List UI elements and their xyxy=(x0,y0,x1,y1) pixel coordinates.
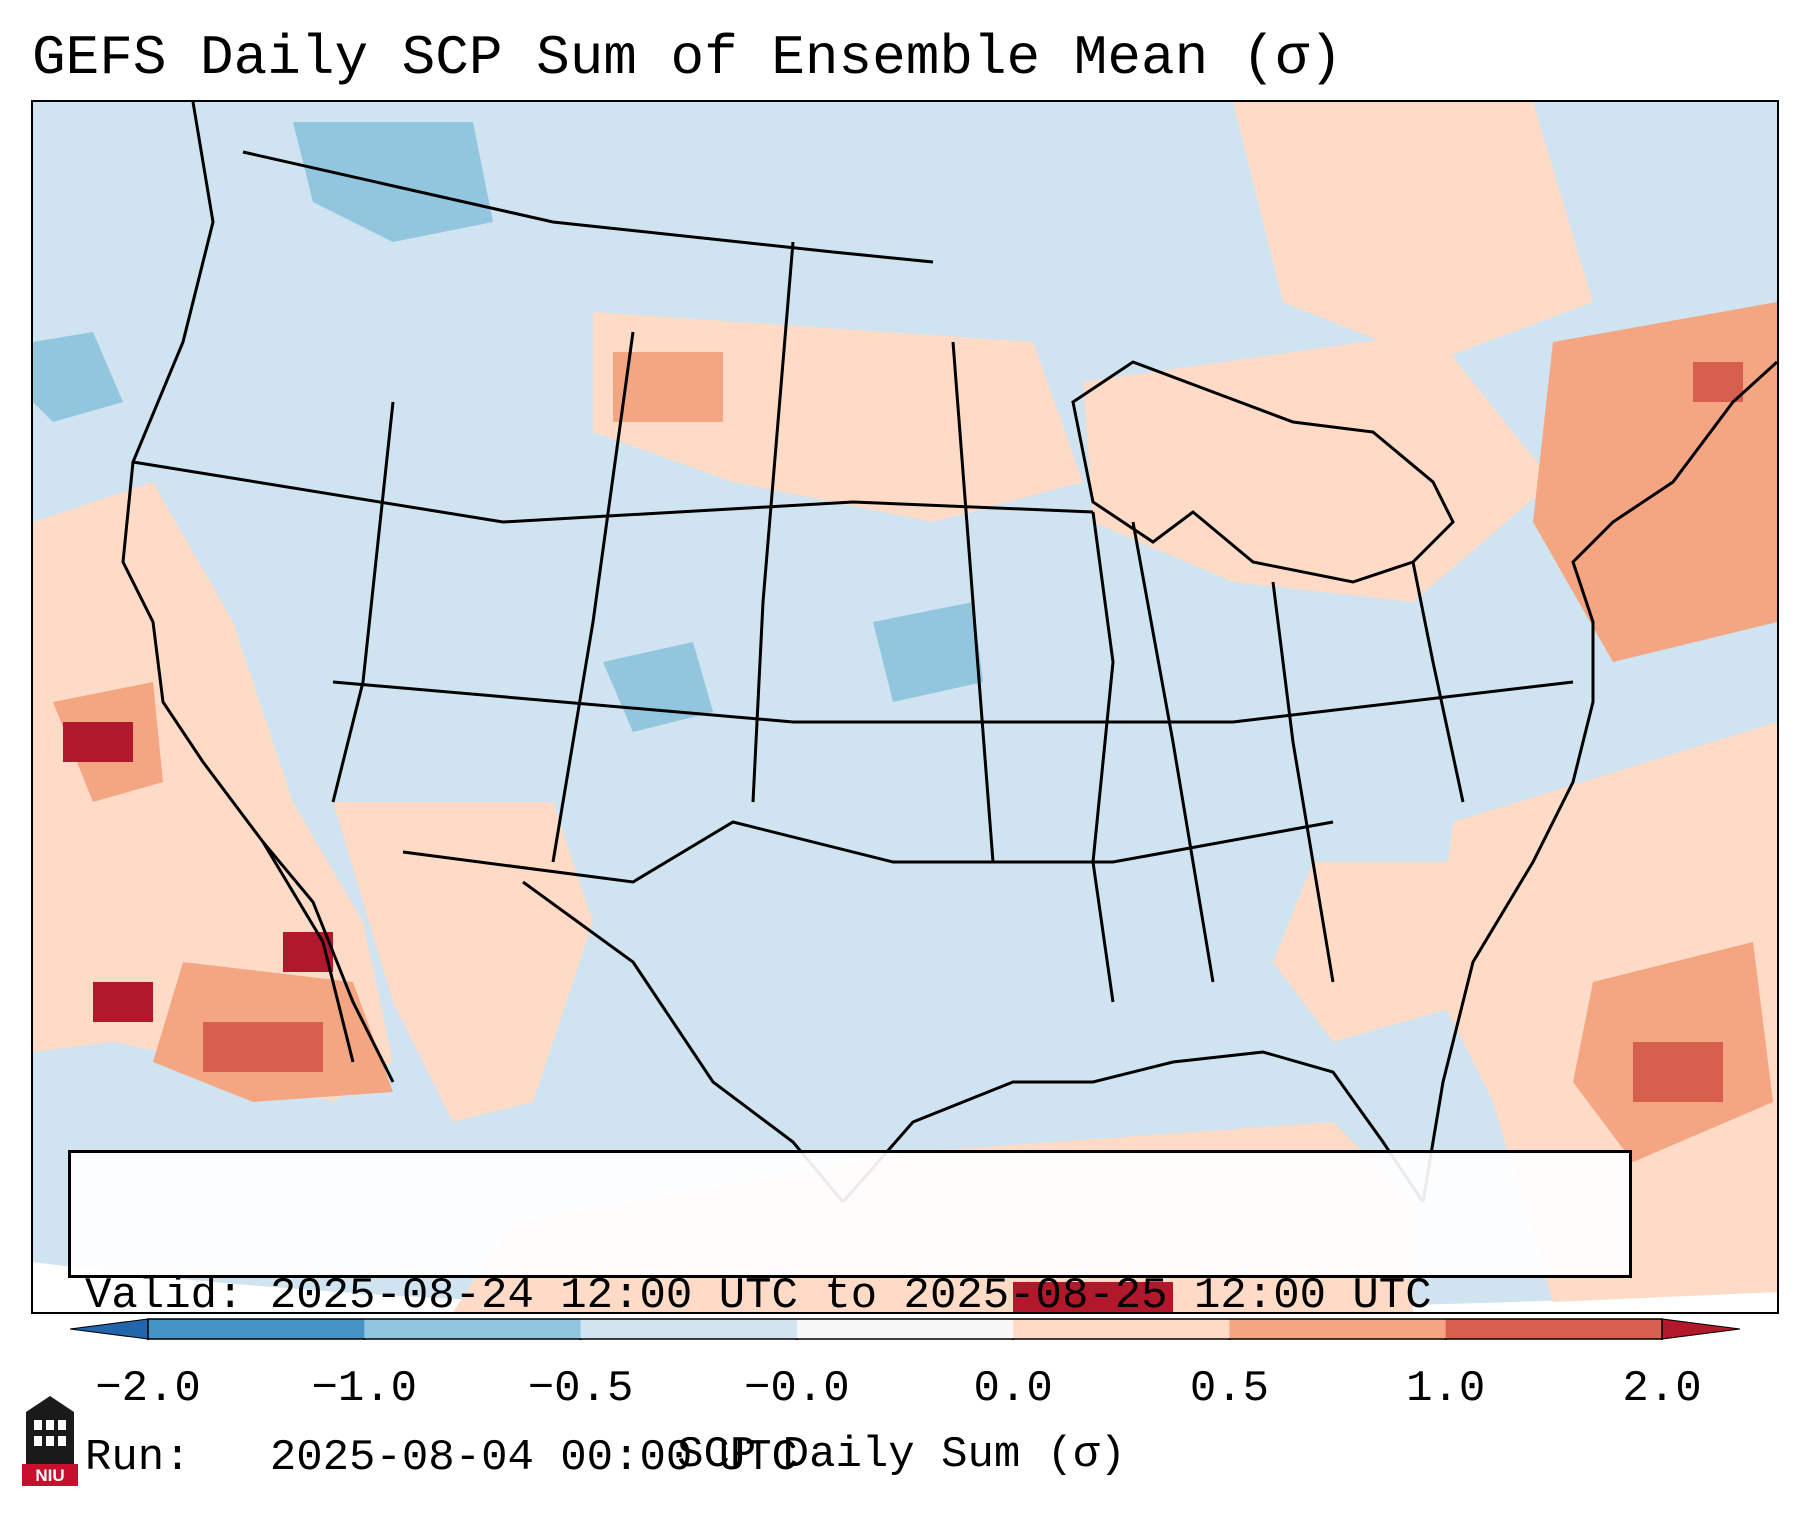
us-west-coast xyxy=(121,102,395,1083)
gulf-coast xyxy=(841,1050,1425,1203)
great-lakes-outline xyxy=(1071,360,1455,584)
state-line-1 xyxy=(132,460,1094,524)
northeast-max xyxy=(1693,362,1743,402)
pacific-nw-negative xyxy=(33,332,123,422)
colorado-negative xyxy=(603,642,713,732)
atlantic-max xyxy=(1633,1042,1723,1102)
colorbar-under-arrow xyxy=(70,1318,149,1340)
colorbar-label: SCP Daily Sum (σ) xyxy=(677,1430,1126,1480)
state-line-8 xyxy=(1131,521,1215,983)
colorbar-bin xyxy=(1445,1319,1663,1339)
state-line-2 xyxy=(332,680,1574,724)
canada-positive xyxy=(1233,102,1593,362)
state-line-4 xyxy=(331,401,395,803)
colorbar-outline xyxy=(147,1318,1663,1340)
state-line-3 xyxy=(402,820,1334,884)
map-panel[interactable] xyxy=(31,100,1779,1314)
niu-logo: NIU xyxy=(22,1396,78,1486)
colorbar-bin xyxy=(796,1319,1014,1339)
colorbar-bin xyxy=(1013,1319,1230,1339)
colorbar-tick-label: −0.0 xyxy=(744,1364,850,1414)
southeast-positive xyxy=(1273,862,1473,1042)
colorbar-over-arrow xyxy=(1661,1318,1740,1340)
colorbar-tick-label: 1.0 xyxy=(1406,1364,1486,1414)
colorbar xyxy=(70,1318,1740,1340)
nebraska-negative xyxy=(873,602,983,702)
baja-core xyxy=(203,1022,323,1072)
state-line-10 xyxy=(1411,561,1465,803)
colorbar-tick-label: 0.0 xyxy=(973,1364,1053,1414)
colorbar-tick-label: −0.5 xyxy=(527,1364,634,1414)
colorbar-bin xyxy=(580,1319,798,1339)
great-lakes-positive xyxy=(1083,332,1553,602)
east-coast xyxy=(1421,360,1777,1203)
colorbar-tick-label: −2.0 xyxy=(95,1364,201,1414)
run-time-line: Run: 2025-08-04 00:00 UTC xyxy=(85,1433,798,1483)
boundaries xyxy=(121,102,1777,1203)
colorbar-tick-label: −1.0 xyxy=(311,1364,418,1414)
gulf-core xyxy=(1013,1282,1173,1312)
map-canvas xyxy=(33,102,1777,1312)
state-line-5 xyxy=(551,331,635,863)
map-title: GEFS Daily SCP Sum of Ensemble Mean (σ) xyxy=(32,26,1343,90)
valid-run-info-box: Valid: 2025-08-24 12:00 UTC to 2025-08-2… xyxy=(68,1150,1632,1483)
colorbar-bin xyxy=(1229,1319,1447,1339)
idaho-negative xyxy=(293,122,493,242)
canada-border xyxy=(242,150,934,264)
logo-text: NIU xyxy=(35,1466,64,1485)
state-line-9 xyxy=(1271,581,1335,983)
colorbar-bins xyxy=(148,1319,1663,1339)
southwest-positive xyxy=(333,802,593,1122)
domain-edge xyxy=(33,1262,1777,1312)
montana-core xyxy=(613,352,723,422)
valid-time-line: Valid: 2025-08-24 12:00 UTC to 2025-08-2… xyxy=(85,1271,1432,1321)
baja-coast xyxy=(261,841,355,1063)
northeast-positive xyxy=(1533,302,1777,662)
colorbar-tick-label: 0.5 xyxy=(1189,1364,1270,1414)
pacific-max-1 xyxy=(63,722,133,762)
colorbar-tick-label: 2.0 xyxy=(1622,1364,1702,1414)
state-line-6 xyxy=(751,241,795,803)
baja-max xyxy=(93,982,153,1022)
state-line-7 xyxy=(951,341,995,863)
state-line-11 xyxy=(1091,511,1115,1003)
colorbar-bin xyxy=(364,1319,582,1339)
colorbar-bin xyxy=(148,1319,365,1339)
